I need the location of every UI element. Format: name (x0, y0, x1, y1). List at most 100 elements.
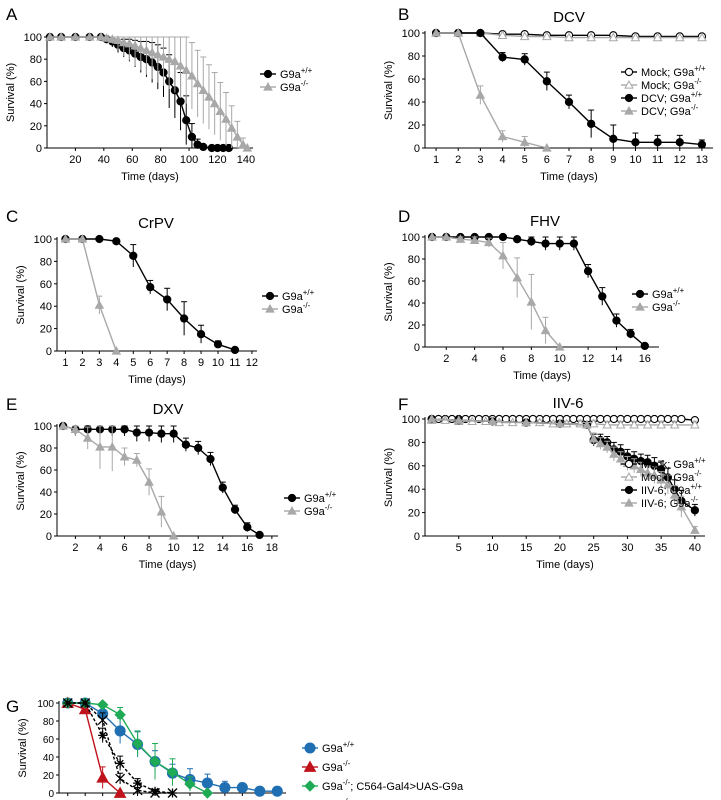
x-tick-label: 1 (62, 357, 68, 369)
legend-marker (303, 760, 317, 772)
y-tick-label: 60 (408, 276, 420, 288)
y-tick-label: 80 (43, 717, 55, 728)
series-line (432, 236, 646, 347)
data-point (232, 131, 243, 141)
data-point (427, 232, 437, 241)
data-point (623, 414, 632, 424)
x-tick-label: 15 (520, 542, 532, 554)
legend-entry: DCV; G9a+/+ (641, 90, 703, 105)
y-tick-label: 40 (408, 97, 420, 109)
data-point (230, 505, 240, 514)
data-point (636, 464, 646, 473)
y-tick-label: 40 (30, 99, 42, 111)
data-point (157, 429, 166, 438)
x-tick-label: 18 (266, 542, 278, 554)
legend: G9a+/+G9a-/- (284, 490, 337, 518)
data-point (224, 143, 233, 153)
y-tick-label: 100 (402, 414, 420, 426)
data-point (453, 28, 464, 37)
series-3 (62, 697, 214, 799)
data-point (642, 467, 653, 477)
data-point (179, 314, 189, 323)
data-point (526, 296, 537, 306)
y-tick-label: 0 (414, 143, 420, 155)
data-point (569, 414, 578, 424)
y-axis-label: Survival (%) (383, 262, 395, 321)
legend-entry: G9a-/- (280, 79, 309, 94)
y-tick-label: 40 (40, 487, 52, 499)
data-point (498, 53, 507, 62)
panel-d: D FHV 0 20 40 60 80 100 2 4 6 8 10 12 14 16 Time (days) S… (383, 207, 685, 382)
data-point (271, 785, 283, 797)
data-point (675, 138, 684, 147)
legend-entry: G9a+/+ (652, 286, 685, 301)
data-point (595, 438, 606, 448)
data-point (555, 239, 564, 248)
x-tick-label: 10 (212, 357, 224, 369)
x-tick-label: 2 (455, 154, 461, 166)
y-axis-label: Survival (%) (15, 265, 27, 324)
x-axis-label: Time (days) (513, 370, 571, 382)
y-axis-label: Survival (%) (15, 451, 27, 510)
data-point (120, 425, 129, 434)
data-point (107, 34, 118, 43)
y-tick-label: 100 (37, 699, 54, 710)
data-point (555, 418, 565, 428)
data-point (612, 316, 621, 325)
series-1 (427, 232, 649, 351)
data-point (60, 234, 71, 243)
data-point (649, 470, 660, 479)
data-point (198, 85, 209, 94)
data-point (206, 454, 215, 464)
data-point (527, 237, 536, 246)
legend-marker (287, 506, 297, 515)
data-point (690, 419, 700, 429)
data-point (129, 251, 138, 260)
chart-title: DXV (153, 401, 184, 418)
y-tick-label: 20 (408, 320, 420, 332)
y-tick-label: 60 (408, 461, 420, 473)
data-point (663, 414, 673, 424)
panel-letter: E (6, 395, 17, 414)
data-point (615, 453, 626, 463)
x-tick-label: 20 (69, 154, 81, 166)
data-point (487, 416, 498, 426)
x-tick-label: 2 (443, 353, 449, 365)
y-tick-label: 100 (34, 234, 52, 246)
y-tick-label: 60 (40, 465, 52, 477)
y-tick-label: 0 (46, 531, 52, 543)
x-tick-label: 8 (588, 154, 594, 166)
data-point (96, 771, 110, 783)
legend: G9a+/+ G9a-/- G9a-/-; C564-Gal4>UAS-G9a G9a… (302, 740, 464, 800)
data-point (218, 483, 227, 492)
data-point (541, 239, 550, 248)
data-point (114, 708, 126, 721)
data-point (519, 31, 530, 41)
data-point (254, 785, 266, 797)
data-point (642, 419, 653, 429)
data-point (475, 90, 486, 99)
data-point (609, 449, 619, 458)
x-tick-label: 10 (168, 542, 180, 554)
data-point (166, 766, 179, 779)
data-point (697, 32, 707, 42)
legend-marker (263, 82, 273, 91)
data-point (192, 78, 203, 88)
data-point (119, 451, 130, 461)
y-tick-label: 60 (408, 74, 420, 86)
data-point (476, 28, 485, 38)
data-point (168, 531, 179, 540)
data-point (131, 737, 144, 750)
data-point (564, 97, 574, 107)
y-tick-label: 40 (40, 301, 52, 313)
data-point (554, 342, 565, 351)
data-point (669, 419, 680, 429)
data-point (582, 419, 592, 429)
legend-entry: G9a-/-; C564-Gal4>UAS-G9a (322, 778, 464, 793)
y-tick-label: 40 (43, 753, 55, 764)
y-tick-label: 100 (402, 28, 420, 40)
data-point (542, 77, 551, 86)
data-point (147, 47, 157, 57)
series-1 (61, 234, 240, 355)
